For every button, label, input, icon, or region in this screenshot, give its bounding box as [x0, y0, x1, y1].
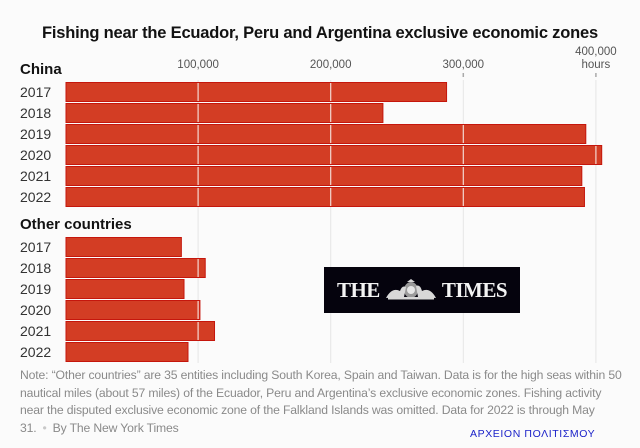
year-label: 2019 [20, 281, 51, 297]
watermark: ΑΡΧΕΙΟΝ ΠΟΛΙΤΙΣΜΟΥ [470, 428, 596, 440]
year-label: 2022 [20, 344, 51, 360]
year-label: 2018 [20, 260, 51, 276]
year-label: 2020 [20, 302, 51, 318]
bar [65, 187, 585, 207]
group-label-china: China [20, 61, 62, 78]
x-tick-label: 400,000 [575, 46, 617, 58]
chart-title: Fishing near the Ecuador, Peru and Argen… [42, 24, 598, 42]
year-label: 2017 [20, 84, 51, 100]
x-tick-label: 300,000 [443, 59, 485, 71]
bar [65, 258, 206, 278]
bar [65, 124, 587, 144]
x-tick-label: 100,000 [177, 59, 219, 71]
year-label: 2021 [20, 323, 51, 339]
note-text: Note: “Other countries” are 35 entities … [20, 368, 622, 435]
x-axis-unit-label: hours [582, 59, 611, 71]
logo-text-the: THE [336, 277, 380, 302]
year-label: 2019 [20, 126, 51, 142]
bar [65, 279, 185, 299]
bar [65, 342, 189, 362]
year-label: 2017 [20, 239, 51, 255]
the-times-logo: THE TIMES [324, 267, 520, 313]
chart-note: Note: “Other countries” are 35 entities … [20, 367, 625, 437]
year-label: 2018 [20, 105, 51, 121]
bar [65, 321, 216, 341]
year-label: 2022 [20, 189, 51, 205]
bar [65, 237, 182, 257]
bar [65, 82, 448, 102]
bar [65, 103, 384, 123]
x-tick-label: 200,000 [310, 59, 352, 71]
year-label: 2020 [20, 147, 51, 163]
year-label: 2021 [20, 168, 51, 184]
separator-dot: • [42, 420, 47, 435]
credit-text: By The New York Times [52, 420, 179, 435]
royal-crest-icon [382, 279, 440, 301]
bar [65, 145, 603, 165]
bar [65, 300, 201, 320]
bar [65, 166, 583, 186]
group-label-other-countries: Other countries [20, 216, 132, 233]
logo-text-times: TIMES [441, 277, 508, 302]
